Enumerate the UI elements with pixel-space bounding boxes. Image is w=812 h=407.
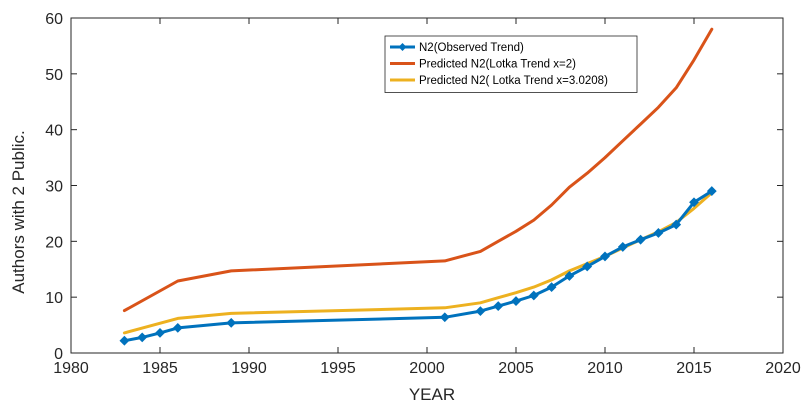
y-tick-label: 30	[45, 179, 63, 196]
x-tick-label: 2010	[587, 360, 623, 377]
data-point	[689, 197, 699, 208]
y-tick-label: 10	[45, 290, 63, 307]
y-tick-label: 60	[45, 11, 63, 28]
data-point	[528, 290, 539, 301]
x-axis: 1980 1985 1990 1995 2000 2005 2010 2015 2020	[53, 18, 801, 377]
x-tick-label: 1990	[231, 360, 267, 377]
legend-entry: N2(Observed Trend)	[419, 42, 524, 54]
x-tick-label: 2020	[765, 360, 801, 377]
y-tick-label: 0	[54, 346, 63, 363]
x-axis-label: YEAR	[409, 385, 455, 404]
y-tick-label: 40	[45, 123, 63, 140]
legend: N2(Observed Trend) Predicted N2(Lotka Tre…	[384, 35, 638, 93]
data-point	[119, 335, 130, 346]
series-layer	[119, 27, 717, 346]
data-point	[653, 228, 664, 238]
x-tick-label: 1985	[142, 360, 178, 377]
x-tick-label: 2000	[409, 360, 445, 377]
data-point	[564, 271, 575, 281]
data-point	[582, 261, 593, 272]
y-tick-label: 50	[45, 67, 63, 84]
legend-entry: Predicted N2( Lotka Trend x=3.0208)	[419, 75, 608, 87]
x-tick-label: 2015	[676, 360, 712, 377]
x-tick-label: 1980	[53, 360, 89, 377]
data-point	[635, 234, 646, 245]
x-tick-label: 2005	[498, 360, 534, 377]
x-tick-label: 1995	[320, 360, 356, 377]
data-point	[511, 296, 521, 306]
data-point	[155, 327, 165, 338]
data-point	[617, 242, 628, 252]
data-point	[439, 312, 450, 323]
series-line-1	[122, 27, 714, 313]
data-point	[546, 282, 557, 293]
y-axis: 0 10 20 30 40 50 60	[45, 11, 783, 363]
data-point	[226, 317, 237, 328]
data-point	[172, 322, 183, 333]
data-point	[475, 306, 486, 317]
data-point	[671, 219, 682, 230]
data-point	[493, 301, 504, 312]
legend-marker	[398, 43, 407, 51]
data-point	[706, 186, 717, 196]
data-point	[600, 251, 610, 262]
series-line-0	[122, 189, 714, 343]
legend-entry: Predicted N2(Lotka Trend x=2)	[419, 59, 576, 71]
y-tick-label: 20	[45, 234, 63, 251]
y-axis-label: Authors with 2 Public.	[9, 130, 28, 293]
legend-box	[384, 35, 638, 93]
data-point	[137, 332, 148, 343]
